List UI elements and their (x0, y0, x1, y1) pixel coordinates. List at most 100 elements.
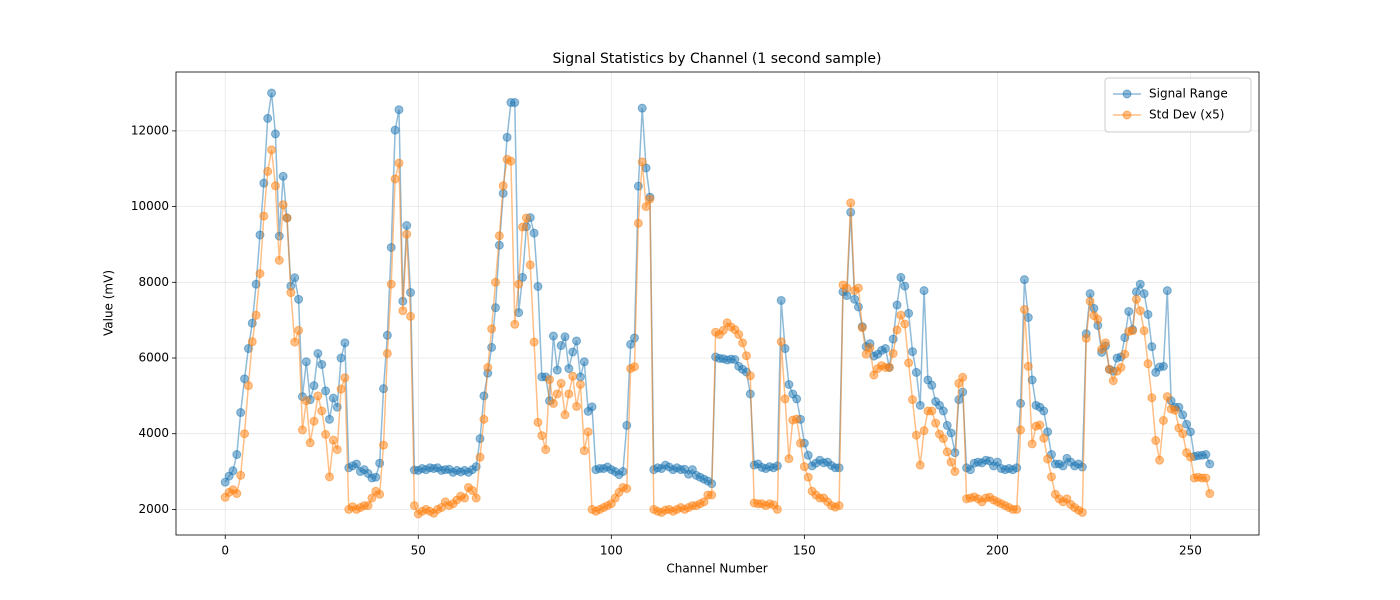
data-point (1147, 393, 1157, 403)
data-point (236, 470, 246, 480)
data-point (317, 359, 327, 369)
data-point (869, 370, 879, 380)
data-point (784, 380, 794, 390)
data-point (552, 365, 562, 375)
data-point (502, 132, 512, 142)
data-point (533, 417, 543, 427)
data-point (745, 371, 755, 381)
data-point (799, 462, 809, 472)
data-point (394, 158, 404, 168)
data-point (907, 347, 917, 357)
data-point (490, 277, 500, 287)
data-point (560, 332, 570, 342)
data-point (518, 222, 528, 232)
y-axis-label: Value (mV) (102, 270, 116, 336)
data-point (521, 213, 531, 223)
data-point (402, 229, 412, 239)
data-point (541, 445, 551, 455)
data-point (853, 283, 863, 293)
data-point (487, 324, 497, 334)
data-point (699, 497, 709, 507)
data-point (572, 401, 582, 411)
data-point (622, 484, 632, 494)
data-point (645, 194, 655, 204)
data-point (560, 410, 570, 420)
data-point (888, 348, 898, 358)
data-point (1185, 427, 1195, 437)
data-point (1097, 344, 1107, 354)
y-tick-label: 8000 (138, 275, 169, 289)
data-point (390, 125, 400, 135)
data-point (738, 338, 748, 348)
data-point (286, 288, 296, 298)
y-tick-label: 2000 (138, 502, 169, 516)
data-point (236, 408, 246, 418)
data-point (1147, 342, 1157, 352)
data-point (1128, 326, 1138, 336)
data-point (958, 372, 968, 382)
data-point (900, 281, 910, 291)
data-point (637, 157, 647, 167)
data-point (402, 221, 412, 231)
data-point (892, 300, 902, 310)
series (220, 145, 1215, 519)
data-point (336, 384, 346, 394)
y-tick-label: 12000 (131, 123, 169, 137)
data-point (896, 272, 906, 282)
x-axis-label: Channel Number (666, 562, 767, 576)
data-point (294, 325, 304, 335)
data-point (556, 378, 566, 388)
data-point (1101, 338, 1111, 348)
legend: Signal Range Std Dev (x5) (1104, 77, 1252, 133)
legend-label: Signal Range (1149, 87, 1228, 101)
x-tick-label: 150 (793, 544, 816, 558)
data-point (552, 389, 562, 399)
data-point (633, 218, 643, 228)
data-point (537, 431, 547, 441)
data-point (1093, 314, 1103, 324)
data-point (1162, 286, 1172, 296)
y-tick-label: 10000 (131, 199, 169, 213)
data-point (467, 485, 477, 495)
data-point (1108, 376, 1118, 386)
data-point (371, 472, 381, 482)
data-point (1158, 415, 1168, 425)
data-point (382, 330, 392, 340)
y-tick-label: 4000 (138, 426, 169, 440)
data-point (297, 425, 307, 435)
data-point (259, 211, 269, 221)
data-point (927, 406, 937, 416)
data-point (907, 395, 917, 405)
data-point (919, 426, 929, 436)
data-point (803, 472, 813, 482)
data-point (471, 462, 481, 472)
data-point (471, 493, 481, 503)
y-tick-label: 6000 (138, 351, 169, 365)
data-point (564, 364, 574, 374)
data-point (406, 288, 416, 298)
data-point (772, 461, 782, 471)
data-point (587, 402, 597, 412)
data-point (294, 294, 304, 304)
data-point (240, 429, 250, 439)
data-point (274, 255, 284, 265)
data-point (1151, 436, 1161, 446)
data-point (382, 348, 392, 358)
data-point (842, 283, 852, 293)
legend-box (1104, 77, 1252, 133)
data-point (494, 231, 504, 241)
data-point (850, 294, 860, 304)
data-point (992, 457, 1002, 467)
data-point (529, 228, 539, 238)
data-point (340, 338, 350, 348)
data-point (1139, 289, 1149, 299)
data-point (1201, 473, 1211, 483)
data-point (1185, 452, 1195, 462)
data-point (309, 416, 319, 426)
data-point (317, 406, 327, 416)
data-point (919, 286, 929, 296)
data-point (386, 279, 396, 289)
data-point (1035, 420, 1045, 430)
data-point (525, 260, 535, 270)
data-point (931, 418, 941, 428)
